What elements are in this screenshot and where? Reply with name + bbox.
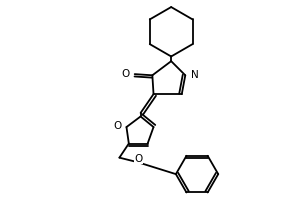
Text: O: O [113,121,122,131]
Text: O: O [122,69,130,79]
Text: O: O [134,154,142,164]
Text: N: N [191,70,199,80]
